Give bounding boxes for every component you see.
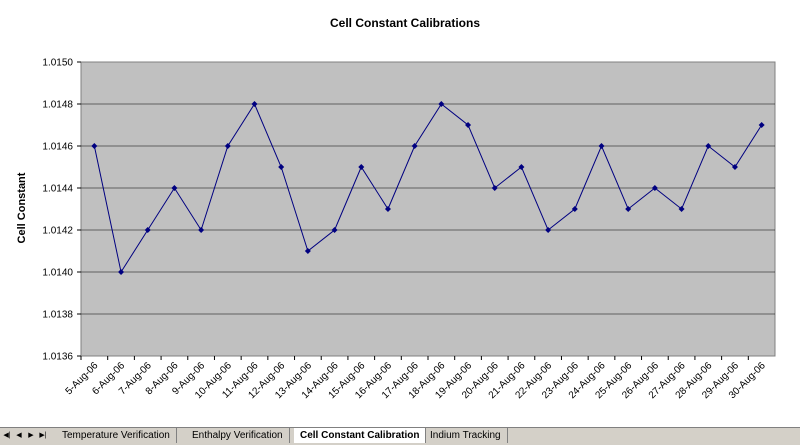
data-point [331,227,338,233]
data-point [571,206,578,212]
y-axis-ticks: 1.0136 1.0138 1.0140 1.0142 1.0144 1.0146 1.01… [42,58,81,363]
data-point [758,122,765,128]
data-point [438,101,445,107]
data-point [545,227,552,233]
series-line [93,102,763,274]
tab-enthalpy-verification[interactable]: Enthalpy Verification [186,428,290,443]
data-point [731,164,738,170]
data-point [251,101,258,107]
series-cell-constant [91,101,765,275]
data-point [118,269,125,275]
data-point [598,143,605,149]
data-point [678,206,685,212]
x-axis-ticks: 5-Aug-066-Aug-067-Aug-068-Aug-069-Aug-06… [64,356,768,401]
tab-indium-tracking[interactable]: Indium Tracking [424,428,508,443]
data-point [651,185,658,191]
y-tick-label: 1.0146 [42,142,73,153]
last-sheet-button[interactable]: ▶| [39,432,47,439]
y-tick-label: 1.0150 [42,58,73,69]
tab-cell-constant-calibration[interactable]: Cell Constant Calibration [294,428,427,443]
line-chart: Cell Constant Calibrations Cell Constant… [16,16,776,401]
data-point [411,143,418,149]
y-tick-label: 1.0140 [42,268,73,279]
y-tick-label: 1.0148 [42,100,73,111]
chart-title: Cell Constant Calibrations [330,16,480,30]
data-point [278,164,285,170]
data-point [705,143,712,149]
data-point [91,143,98,149]
y-tick-label: 1.0142 [42,226,73,237]
first-sheet-button[interactable]: ◀| [3,432,11,439]
data-point [304,248,311,254]
data-point [171,185,178,191]
data-point [358,164,365,170]
data-point [465,122,472,128]
y-tick-label: 1.0144 [42,184,73,195]
data-point [144,227,151,233]
data-point [625,206,632,212]
next-sheet-button[interactable]: ▶ [28,432,34,439]
tab-temperature-verification[interactable]: Temperature Verification [56,428,177,443]
gridlines [81,103,775,315]
prev-sheet-button[interactable]: ◀ [16,432,22,439]
data-point [491,185,498,191]
y-tick-label: 1.0138 [42,310,73,321]
data-point [224,143,231,149]
data-point [384,206,391,212]
y-axis-title: Cell Constant [16,172,28,243]
data-point [518,164,525,170]
chart-area: Cell Constant Calibrations Cell Constant… [16,16,776,401]
data-point [198,227,205,233]
y-tick-label: 1.0136 [42,352,73,363]
plot-area [80,61,776,357]
sheet-tab-bar: ◀| ◀ ▶ ▶| Temperature Verification Entha… [0,427,800,445]
